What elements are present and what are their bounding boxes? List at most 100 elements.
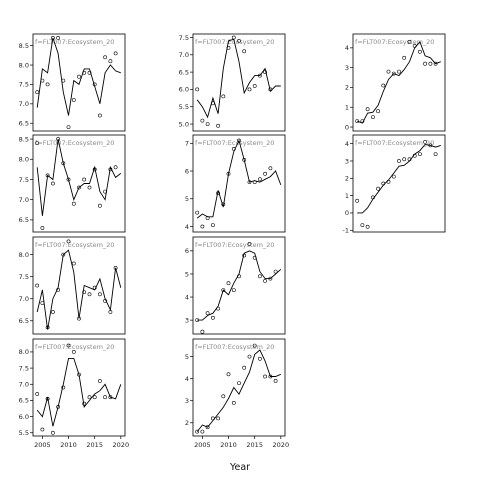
data-point: [51, 36, 55, 40]
fitted-line: [196, 349, 281, 432]
y-tick-label: 6: [185, 167, 189, 175]
data-point: [273, 269, 278, 274]
data-point: [247, 354, 252, 359]
data-point: [226, 46, 231, 50]
data-point: [92, 82, 97, 87]
panel-frame: [32, 236, 126, 335]
data-point: [77, 316, 81, 321]
y-tick-label: 0: [345, 123, 349, 131]
data-point: [205, 216, 210, 221]
data-point: [113, 165, 118, 170]
data-point: [216, 306, 221, 311]
data-point: [77, 74, 81, 79]
panel-label: f=FLT007:Ecosystem_20: [35, 38, 114, 46]
data-point: [98, 292, 102, 297]
data-point: [397, 69, 401, 74]
data-point: [205, 425, 210, 430]
y-tick-label: 4: [185, 223, 189, 231]
data-point: [263, 374, 268, 379]
data-point: [231, 400, 236, 405]
y-tick-label: 7.0: [19, 100, 29, 108]
data-point: [40, 78, 45, 83]
data-point: [45, 82, 50, 87]
data-point: [263, 70, 268, 75]
y-tick-label: 3: [345, 64, 349, 72]
data-point: [242, 253, 247, 258]
data-point: [242, 49, 247, 54]
data-point: [82, 70, 87, 75]
data-point: [381, 181, 386, 186]
x-tick-label: 2015: [246, 441, 263, 449]
data-point: [381, 83, 386, 88]
y-tick-label: 1: [345, 192, 349, 200]
data-point: [40, 301, 45, 306]
data-point: [252, 343, 257, 348]
data-point: [237, 138, 241, 143]
data-point: [66, 125, 71, 130]
data-point: [376, 109, 381, 114]
data-point: [412, 44, 417, 48]
data-point: [391, 174, 396, 179]
data-point: [417, 49, 422, 54]
data-point: [370, 195, 375, 200]
panel-frame: [352, 33, 446, 132]
data-point: [61, 252, 66, 257]
panel-r2c2: f=FLT007:Ecosystem_20 4 5 6 7: [185, 134, 286, 233]
y-tick-label: 4: [345, 140, 349, 148]
y-tick-label: 1: [345, 104, 349, 112]
panel-frame: [192, 236, 286, 335]
data-point: [71, 98, 76, 102]
data-point: [263, 171, 268, 176]
data-point: [200, 118, 205, 123]
data-point: [221, 202, 226, 207]
y-tick-label: 7.0: [19, 381, 29, 389]
panel-r3c2: f=FLT007:Ecosystem_20 3 4 5 6: [185, 236, 286, 335]
data-point: [77, 185, 81, 190]
data-point: [365, 224, 370, 229]
data-point: [216, 416, 221, 421]
fitted-line: [36, 37, 121, 116]
data-point: [82, 177, 87, 182]
data-point: [423, 139, 428, 144]
panel-frame: [32, 134, 126, 233]
data-point: [242, 157, 247, 162]
y-tick-label: 7: [185, 140, 189, 148]
data-point: [221, 394, 226, 399]
data-point: [51, 310, 55, 314]
fitted-line: [36, 357, 122, 427]
data-point: [210, 416, 215, 421]
data-point: [247, 87, 252, 92]
fitted-line: [196, 139, 282, 219]
y-tick-label: 7.5: [179, 34, 189, 42]
data-point: [216, 123, 221, 128]
data-point: [87, 70, 92, 75]
data-point: [87, 395, 92, 400]
panel-label: f=FLT007:Ecosystem_20: [35, 343, 114, 351]
y-tick-label: 5.0: [179, 120, 189, 128]
y-tick-label: 6.5: [19, 317, 29, 325]
data-point: [252, 180, 257, 185]
data-point: [71, 349, 76, 354]
data-point: [376, 186, 381, 191]
y-tick-label: 5.5: [19, 429, 29, 437]
data-point: [103, 298, 108, 303]
data-point: [66, 177, 71, 182]
data-point: [221, 288, 226, 293]
data-point: [200, 224, 205, 229]
data-point: [355, 198, 360, 203]
data-point: [61, 78, 66, 83]
y-tick-label: 3: [185, 316, 189, 324]
panel-r3c1: f=FLT007:Ecosystem_20 6.5 7.0 7.5 8.0: [19, 236, 126, 335]
data-point: [108, 167, 113, 172]
fitted-line: [357, 41, 441, 124]
data-point: [231, 288, 236, 293]
x-tick-label: 2020: [113, 441, 130, 449]
data-point: [40, 226, 45, 230]
data-point: [360, 119, 365, 124]
x-tick-label: 2015: [86, 441, 103, 449]
data-point: [412, 153, 417, 158]
data-point: [237, 274, 241, 279]
y-tick-label: 8.5: [19, 135, 29, 143]
data-point: [92, 285, 97, 290]
data-point: [205, 122, 210, 127]
